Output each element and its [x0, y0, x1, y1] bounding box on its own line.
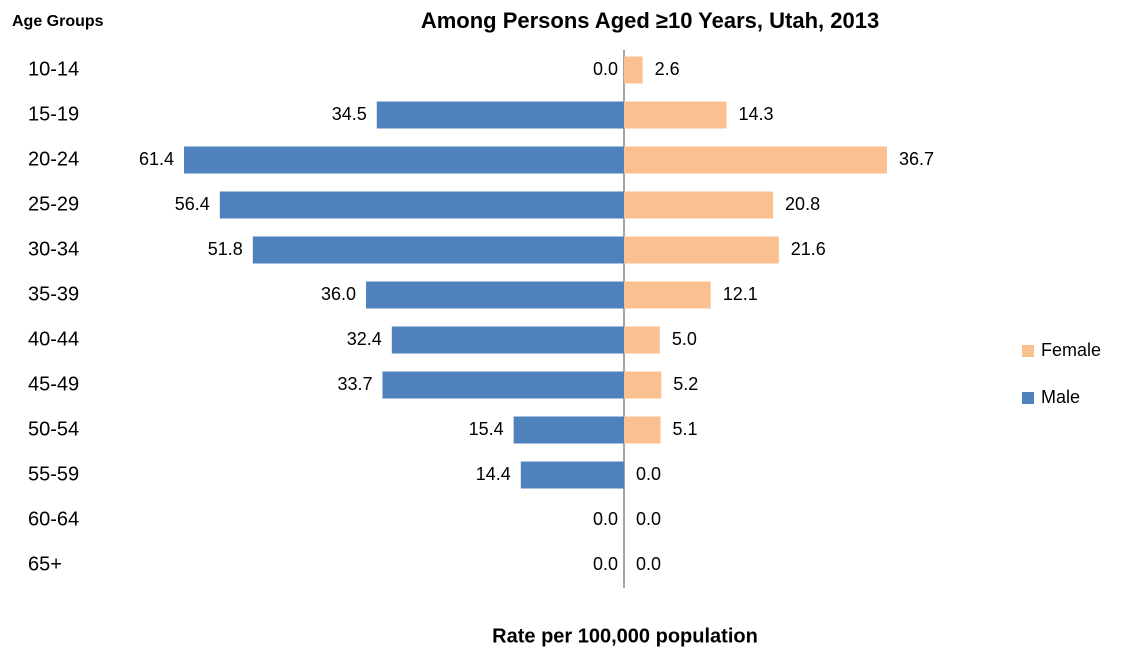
bar: [376, 101, 624, 129]
bar: [624, 146, 887, 174]
data-label: 33.7: [337, 374, 372, 394]
data-label: 5.0: [672, 329, 697, 349]
y-tick-label: 35-39: [28, 283, 79, 305]
y-tick-label: 15-19: [28, 103, 79, 125]
bar: [382, 371, 624, 399]
data-label: 0.0: [636, 554, 661, 574]
y-tick-label: 40-44: [28, 328, 79, 350]
data-label: 36.7: [899, 149, 934, 169]
y-tick-label: 60-64: [28, 508, 79, 530]
legend-label: Male: [1041, 387, 1080, 407]
chart-title: Among Persons Aged ≥10 Years, Utah, 2013: [421, 8, 879, 33]
y-tick-label: 45-49: [28, 373, 79, 395]
y-tick-label: 10-14: [28, 58, 79, 80]
data-label: 51.8: [208, 239, 243, 259]
y-tick-label: 20-24: [28, 148, 79, 170]
y-tick-label: 25-29: [28, 193, 79, 215]
data-label: 0.0: [593, 554, 618, 574]
bar: [624, 371, 662, 399]
bar: [624, 56, 643, 84]
data-label: 15.4: [469, 419, 504, 439]
data-label: 0.0: [593, 509, 618, 529]
data-label: 0.0: [593, 59, 618, 79]
bar: [624, 191, 774, 219]
data-label: 5.1: [673, 419, 698, 439]
bar: [252, 236, 624, 264]
bar: [624, 326, 660, 354]
data-label: 32.4: [347, 329, 382, 349]
y-tick-label: 50-54: [28, 418, 79, 440]
legend-label: Female: [1041, 340, 1101, 360]
legend-swatch: [1022, 392, 1034, 404]
y-tick-label: 65+: [28, 553, 62, 575]
legend-swatch: [1022, 345, 1034, 357]
bar: [520, 461, 624, 489]
data-label: 0.0: [636, 509, 661, 529]
bar: [391, 326, 624, 354]
data-label: 61.4: [139, 149, 174, 169]
x-axis-title: Rate per 100,000 population: [492, 625, 758, 647]
data-label: 56.4: [175, 194, 210, 214]
data-label: 36.0: [321, 284, 356, 304]
bar: [513, 416, 624, 444]
data-label: 14.4: [476, 464, 511, 484]
data-label: 34.5: [332, 104, 367, 124]
data-label: 14.3: [738, 104, 773, 124]
bar: [624, 101, 727, 129]
y-tick-label: 55-59: [28, 463, 79, 485]
y-axis-title: Age Groups: [12, 13, 104, 30]
y-tick-label: 30-34: [28, 238, 79, 260]
data-label: 2.6: [655, 59, 680, 79]
bar: [624, 416, 661, 444]
bar: [184, 146, 624, 174]
bar: [219, 191, 624, 219]
data-label: 20.8: [785, 194, 820, 214]
bar: [624, 281, 711, 309]
data-label: 0.0: [636, 464, 661, 484]
data-label: 5.2: [673, 374, 698, 394]
bar: [624, 236, 779, 264]
bar: [366, 281, 624, 309]
data-label: 12.1: [723, 284, 758, 304]
data-label: 21.6: [791, 239, 826, 259]
